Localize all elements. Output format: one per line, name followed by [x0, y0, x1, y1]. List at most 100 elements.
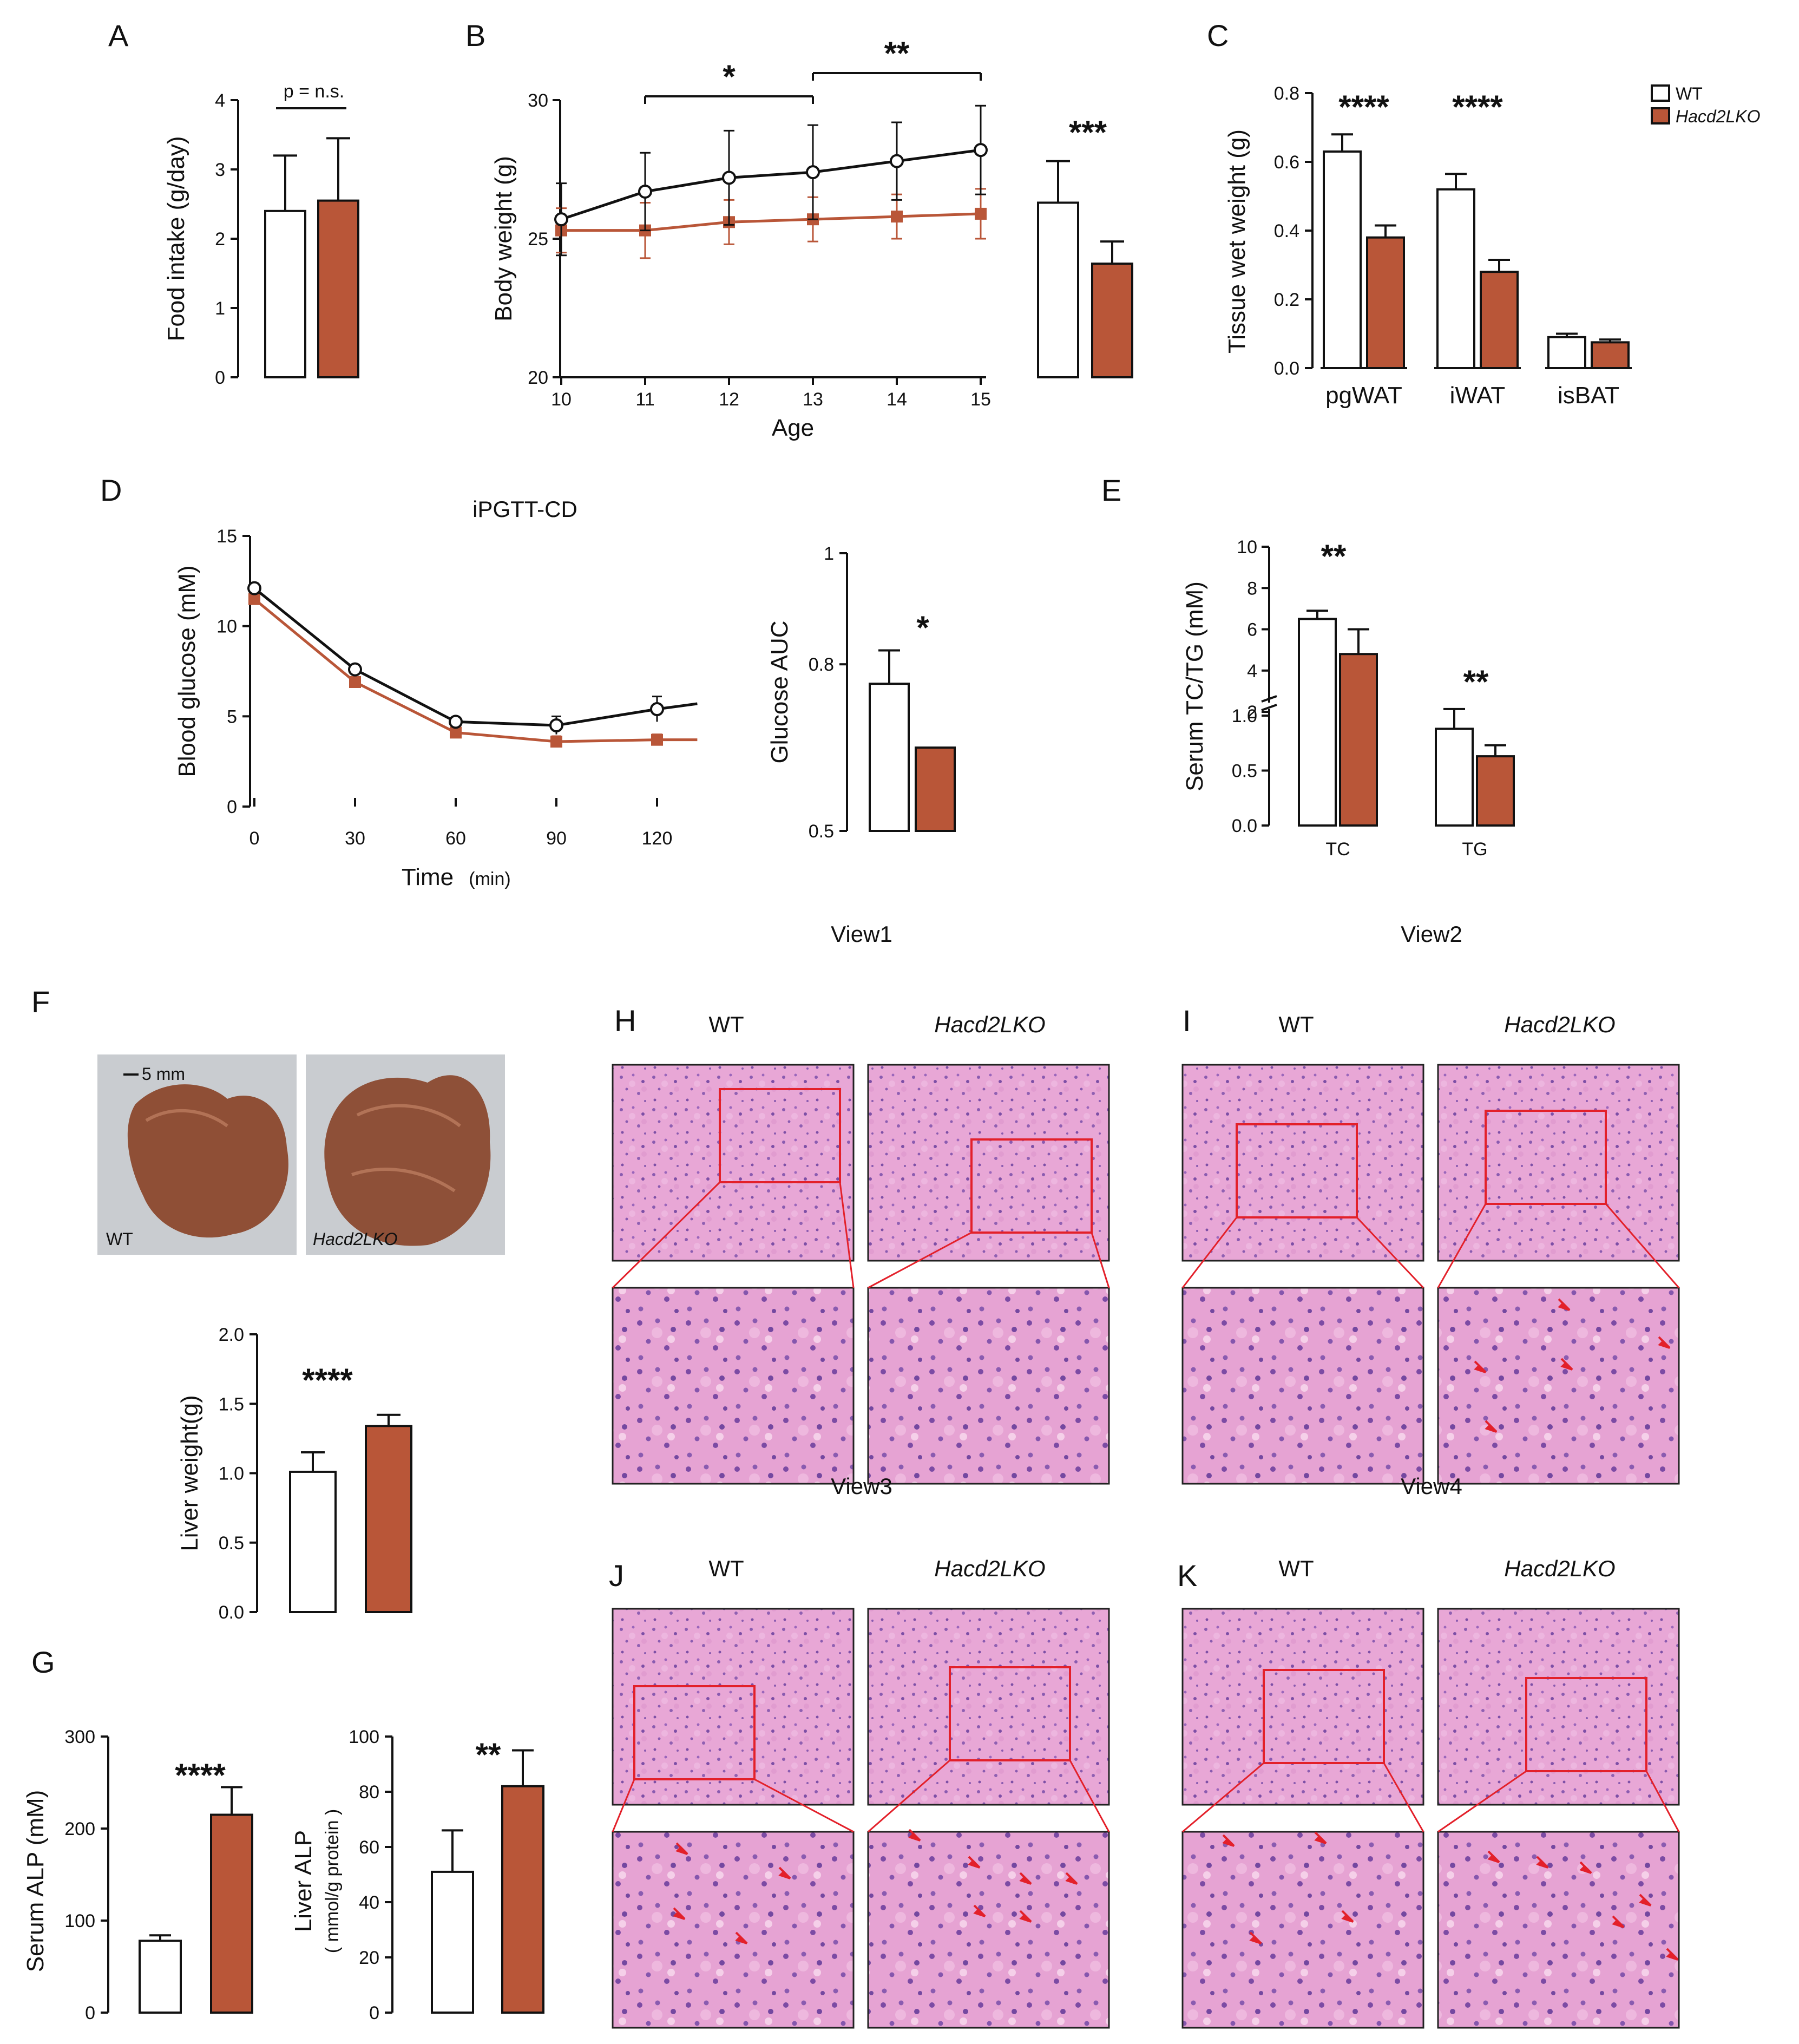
a-bar-WT: [264, 209, 306, 378]
zoom-box-ko: [1485, 1110, 1607, 1205]
d-title: iPGTT-CD: [472, 496, 577, 522]
zoom-line: [839, 1182, 855, 1288]
column-label-wt: WT: [708, 1012, 744, 1037]
panel-label-A: A: [108, 18, 129, 53]
d-xtick-label: 90: [546, 828, 567, 849]
zoom-box-ko: [1525, 1677, 1647, 1772]
g2-ytick-label: 20: [359, 1948, 379, 1968]
c-ytick-label: 0.2: [1274, 290, 1299, 310]
f-ytick-label: 2.0: [219, 1325, 244, 1345]
f-ylabel: Liver weight(g): [176, 1395, 203, 1551]
red-arrow-marker: [1560, 1358, 1573, 1371]
e-bar-TC-Hacd2LKO: [1339, 653, 1378, 827]
c-bar-iWAT-Hacd2LKO: [1480, 271, 1519, 370]
e-bar-TG-WT: [1435, 728, 1474, 827]
photo-label-ko: Hacd2LKO: [313, 1229, 398, 1249]
e-ytick-label: 2: [1247, 702, 1257, 723]
b-inset-bar: [1091, 263, 1133, 378]
g2-annotation: **: [476, 1737, 501, 1773]
a-ylabel: Food intake (g/day): [163, 136, 189, 341]
histology-low-mag-ko: [867, 1608, 1110, 1806]
d-xlabel: Time: [402, 864, 454, 890]
c-ytick-label: 0.0: [1274, 358, 1299, 379]
d-ytick-label: 5: [227, 706, 237, 727]
e-ylabel: Serum TC/TG (mM): [1181, 581, 1208, 791]
d-point-WT: [650, 702, 664, 716]
b-ytick-label: 20: [528, 368, 548, 388]
red-arrow-marker: [1487, 1850, 1500, 1863]
b-series-WT: [561, 148, 981, 221]
d-point-Hacd2LKO: [651, 733, 663, 746]
a-ytick-label: 1: [215, 298, 225, 319]
e-axis-break: [1261, 695, 1277, 711]
histology-high-mag-ko: [1437, 1831, 1680, 2029]
red-arrow-marker: [1579, 1861, 1592, 1874]
histology-low-mag-ko: [1437, 1064, 1680, 1262]
column-label-ko: Hacd2LKO: [934, 1012, 1045, 1037]
g2-ylabel: Liver ALP: [290, 1830, 317, 1932]
column-label-wt: WT: [708, 1556, 744, 1581]
red-arrow-marker: [1065, 1872, 1078, 1885]
e-category-label: TG: [1462, 839, 1487, 860]
zoom-box-wt: [1263, 1669, 1385, 1764]
red-arrow-marker: [1474, 1360, 1487, 1373]
c-annotation: ****: [1452, 89, 1503, 125]
red-arrow-marker: [735, 1931, 748, 1944]
zoom-line: [1091, 1232, 1110, 1288]
panel-label-B: B: [465, 18, 485, 53]
red-arrow-marker: [673, 1907, 686, 1920]
zoom-line: [1182, 1762, 1264, 1833]
f-annotation: ****: [302, 1362, 353, 1398]
red-arrow-marker: [1536, 1856, 1549, 1869]
panel-label-G: G: [31, 1645, 55, 1679]
column-label-wt: WT: [1278, 1012, 1314, 1037]
red-arrow-marker: [1666, 1948, 1679, 1961]
a-annotation: p = n.s.: [284, 81, 344, 102]
column-label-wt: WT: [1278, 1556, 1314, 1581]
b-point-Hacd2LKO: [975, 207, 987, 220]
b-xtick-label: 15: [970, 389, 991, 410]
b-point-WT: [722, 171, 736, 185]
c-ylabel: Tissue wet weight (g): [1224, 129, 1250, 353]
g-ytick-label: 0: [85, 2003, 95, 2023]
b-bracket-label: *: [723, 58, 736, 95]
e-category-label: TC: [1325, 839, 1350, 860]
d-auc-bar: [869, 683, 910, 832]
d-auc-bar: [915, 746, 956, 832]
d-series-Hacd2LKO: [253, 598, 698, 743]
c-bar-iWAT-WT: [1436, 188, 1475, 369]
b-xtick-label: 12: [719, 389, 739, 410]
b-point-Hacd2LKO: [891, 211, 903, 223]
g2-ylabel-unit: ( mmol/g protein ): [322, 1809, 343, 1953]
panel-label-H: H: [614, 1004, 636, 1038]
b-inset-annotation: ***: [1069, 114, 1107, 150]
red-arrow-marker: [1019, 1910, 1032, 1923]
b-point-WT: [890, 154, 904, 168]
red-arrow-marker: [968, 1856, 981, 1869]
c-ytick-label: 0.4: [1274, 221, 1299, 241]
f-ytick-label: 0.5: [219, 1533, 244, 1554]
d-auc-ytick-label: 1: [824, 543, 834, 564]
d-point-WT: [449, 715, 463, 729]
g-bar-WT: [139, 1940, 182, 2014]
a-ytick-label: 2: [215, 229, 225, 250]
a-ytick-label: 3: [215, 160, 225, 180]
c-bar-isBAT-WT: [1547, 336, 1586, 369]
histology-high-mag-ko: [867, 1831, 1110, 2029]
zoom-line: [868, 1759, 950, 1833]
zoom-box-wt: [719, 1088, 841, 1183]
red-arrow-marker: [1314, 1831, 1327, 1844]
d-xtick-label: 60: [445, 828, 466, 849]
b-ylabel: Body weight (g): [490, 156, 517, 322]
panel-label-J: J: [609, 1558, 624, 1593]
e-ytick-label: 1.0: [1232, 706, 1257, 726]
d-series-WT: [253, 587, 698, 727]
g2-ytick-label: 40: [359, 1892, 379, 1913]
panel-label-K: K: [1177, 1558, 1197, 1593]
d-ytick-label: 15: [216, 526, 237, 547]
histology-low-mag-ko: [867, 1064, 1110, 1262]
zoom-box-wt: [1236, 1123, 1358, 1218]
d-point-Hacd2LKO: [248, 593, 260, 605]
d-point-WT: [348, 662, 362, 677]
d-ytick-label: 10: [216, 617, 237, 637]
